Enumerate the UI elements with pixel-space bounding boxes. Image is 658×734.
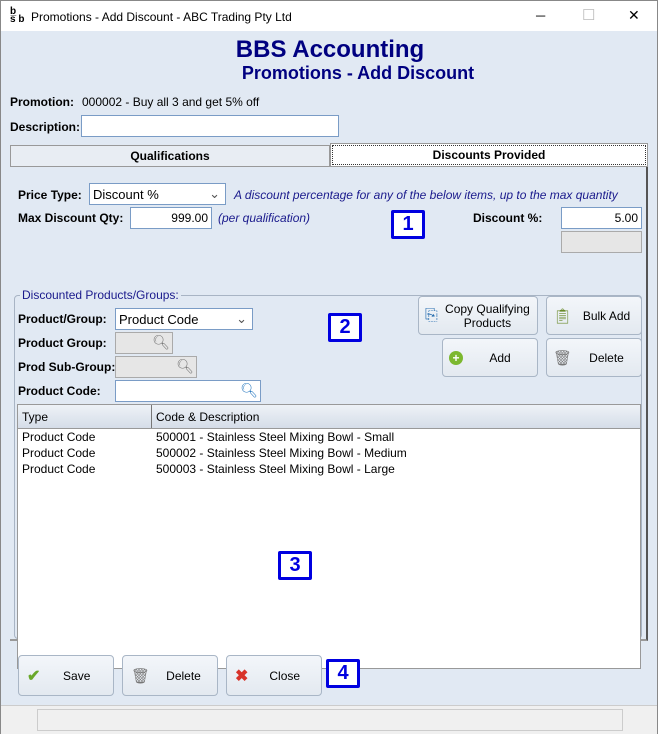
table-row[interactable]: Product Code 500003 - Stainless Steel Mix…	[18, 461, 640, 477]
tab-discounts-provided[interactable]: Discounts Provided	[330, 143, 648, 167]
product-group-type-select[interactable]: Product Code ⌄	[115, 308, 253, 330]
close-window-button[interactable]: ✕	[628, 7, 640, 23]
cell-type: Product Code	[22, 462, 96, 476]
tab-panel: Price Type: Discount % ⌄ A discount perce…	[10, 167, 648, 669]
chevron-down-icon: ⌄	[236, 311, 247, 326]
search-icon[interactable]: 🔍︎	[152, 334, 170, 350]
minimize-button[interactable]: ─	[536, 8, 546, 23]
table-header: Type Code & Description	[18, 405, 640, 429]
promotion-value: 000002 - Buy all 3 and get 5% off	[82, 95, 260, 109]
price-type-hint: A discount percentage for any of the bel…	[234, 188, 618, 202]
search-icon[interactable]: 🔍︎	[176, 358, 194, 374]
save-label: Save	[63, 668, 91, 683]
add-label: Add	[489, 350, 511, 365]
delete-button[interactable]: 🗑︎ Delete	[122, 655, 218, 696]
product-group-label: Product Group:	[18, 336, 107, 350]
check-icon: ✔	[27, 667, 41, 685]
delete-item-button[interactable]: 🗑︎ Delete	[546, 338, 642, 377]
price-type-label: Price Type:	[18, 188, 82, 202]
save-button[interactable]: ✔ Save	[18, 655, 114, 696]
delete-label: Delete	[589, 350, 624, 365]
marker-1: 1	[391, 210, 425, 239]
discount-readonly-field	[561, 231, 642, 253]
trash-icon: 🗑︎	[131, 667, 151, 685]
delete-label: Delete	[166, 668, 201, 683]
promotion-label: Promotion:	[10, 95, 74, 109]
copy-label: Copy Qualifying Products	[445, 301, 530, 330]
table-body: Product Code 500001 - Stainless Steel Mix…	[18, 429, 640, 477]
cell-code-description: 500002 - Stainless Steel Mixing Bowl - M…	[156, 446, 407, 460]
max-qty-hint: (per qualification)	[218, 211, 311, 225]
product-group-type-label: Product/Group:	[18, 312, 107, 326]
x-icon: ✖	[235, 667, 249, 685]
marker-3: 3	[278, 551, 312, 580]
delete-icon: 🗑︎	[553, 349, 573, 367]
close-label: Close	[269, 668, 301, 683]
product-code-label: Product Code:	[18, 384, 101, 398]
table-row[interactable]: Product Code 500001 - Stainless Steel Mix…	[18, 429, 640, 445]
plus-icon: +	[449, 350, 463, 365]
max-qty-label: Max Discount Qty:	[18, 211, 124, 225]
column-header-code-description[interactable]: Code & Description	[156, 410, 260, 424]
description-input[interactable]	[81, 115, 339, 137]
max-qty-input[interactable]: 999.00	[130, 207, 212, 229]
cell-type: Product Code	[22, 430, 96, 444]
price-type-value: Discount %	[93, 187, 159, 202]
clipboard-add-icon: 📋︎	[553, 307, 573, 325]
copy-qualifying-products-button[interactable]: ⎘ Copy Qualifying Products	[418, 296, 538, 335]
add-button[interactable]: + Add	[442, 338, 538, 377]
window-title: Promotions - Add Discount - ABC Trading …	[31, 10, 292, 24]
products-table: Type Code & Description Product Code 5000…	[17, 404, 641, 669]
tab-qualifications[interactable]: Qualifications	[10, 145, 330, 167]
discount-input[interactable]: 5.00	[561, 207, 642, 229]
table-row[interactable]: Product Code 500002 - Stainless Steel Mix…	[18, 445, 640, 461]
page-heading: Promotions - Add Discount	[241, 63, 475, 83]
prod-sub-group-input[interactable]: 🔍︎	[115, 356, 197, 378]
close-button[interactable]: ✖ Close	[226, 655, 322, 696]
copy-icon: ⎘	[425, 306, 438, 324]
status-bar	[1, 705, 657, 734]
product-group-type-value: Product Code	[119, 312, 199, 327]
marker-2: 2	[328, 313, 362, 342]
product-group-input[interactable]: 🔍︎	[115, 332, 173, 354]
column-header-type[interactable]: Type	[18, 405, 152, 428]
marker-4: 4	[326, 659, 360, 688]
price-type-select[interactable]: Discount % ⌄	[89, 183, 226, 205]
search-icon[interactable]: 🔍︎	[240, 382, 258, 398]
description-label: Description:	[10, 120, 81, 134]
cell-type: Product Code	[22, 446, 96, 460]
maximize-button[interactable]: ☐	[582, 7, 596, 24]
window-body: BBS Accounting Promotions - Add Discount…	[0, 31, 658, 734]
bulk-add-button[interactable]: 📋︎ Bulk Add	[546, 296, 642, 335]
bulk-add-label: Bulk Add	[582, 308, 631, 323]
group-legend: Discounted Products/Groups:	[20, 288, 181, 302]
prod-sub-group-label: Prod Sub-Group:	[18, 360, 116, 374]
status-panel	[37, 709, 623, 731]
title-bar: b̲ s b Promotions - Add Discount - ABC Tr…	[0, 0, 658, 31]
product-code-input[interactable]: 🔍︎	[115, 380, 261, 402]
app-logo-icon: b̲ s b	[10, 6, 25, 25]
discount-label: Discount %:	[473, 211, 543, 225]
cell-code-description: 500001 - Stainless Steel Mixing Bowl - S…	[156, 430, 395, 444]
chevron-down-icon: ⌄	[209, 186, 220, 201]
app-heading: BBS Accounting	[235, 36, 425, 63]
cell-code-description: 500003 - Stainless Steel Mixing Bowl - L…	[156, 462, 395, 476]
